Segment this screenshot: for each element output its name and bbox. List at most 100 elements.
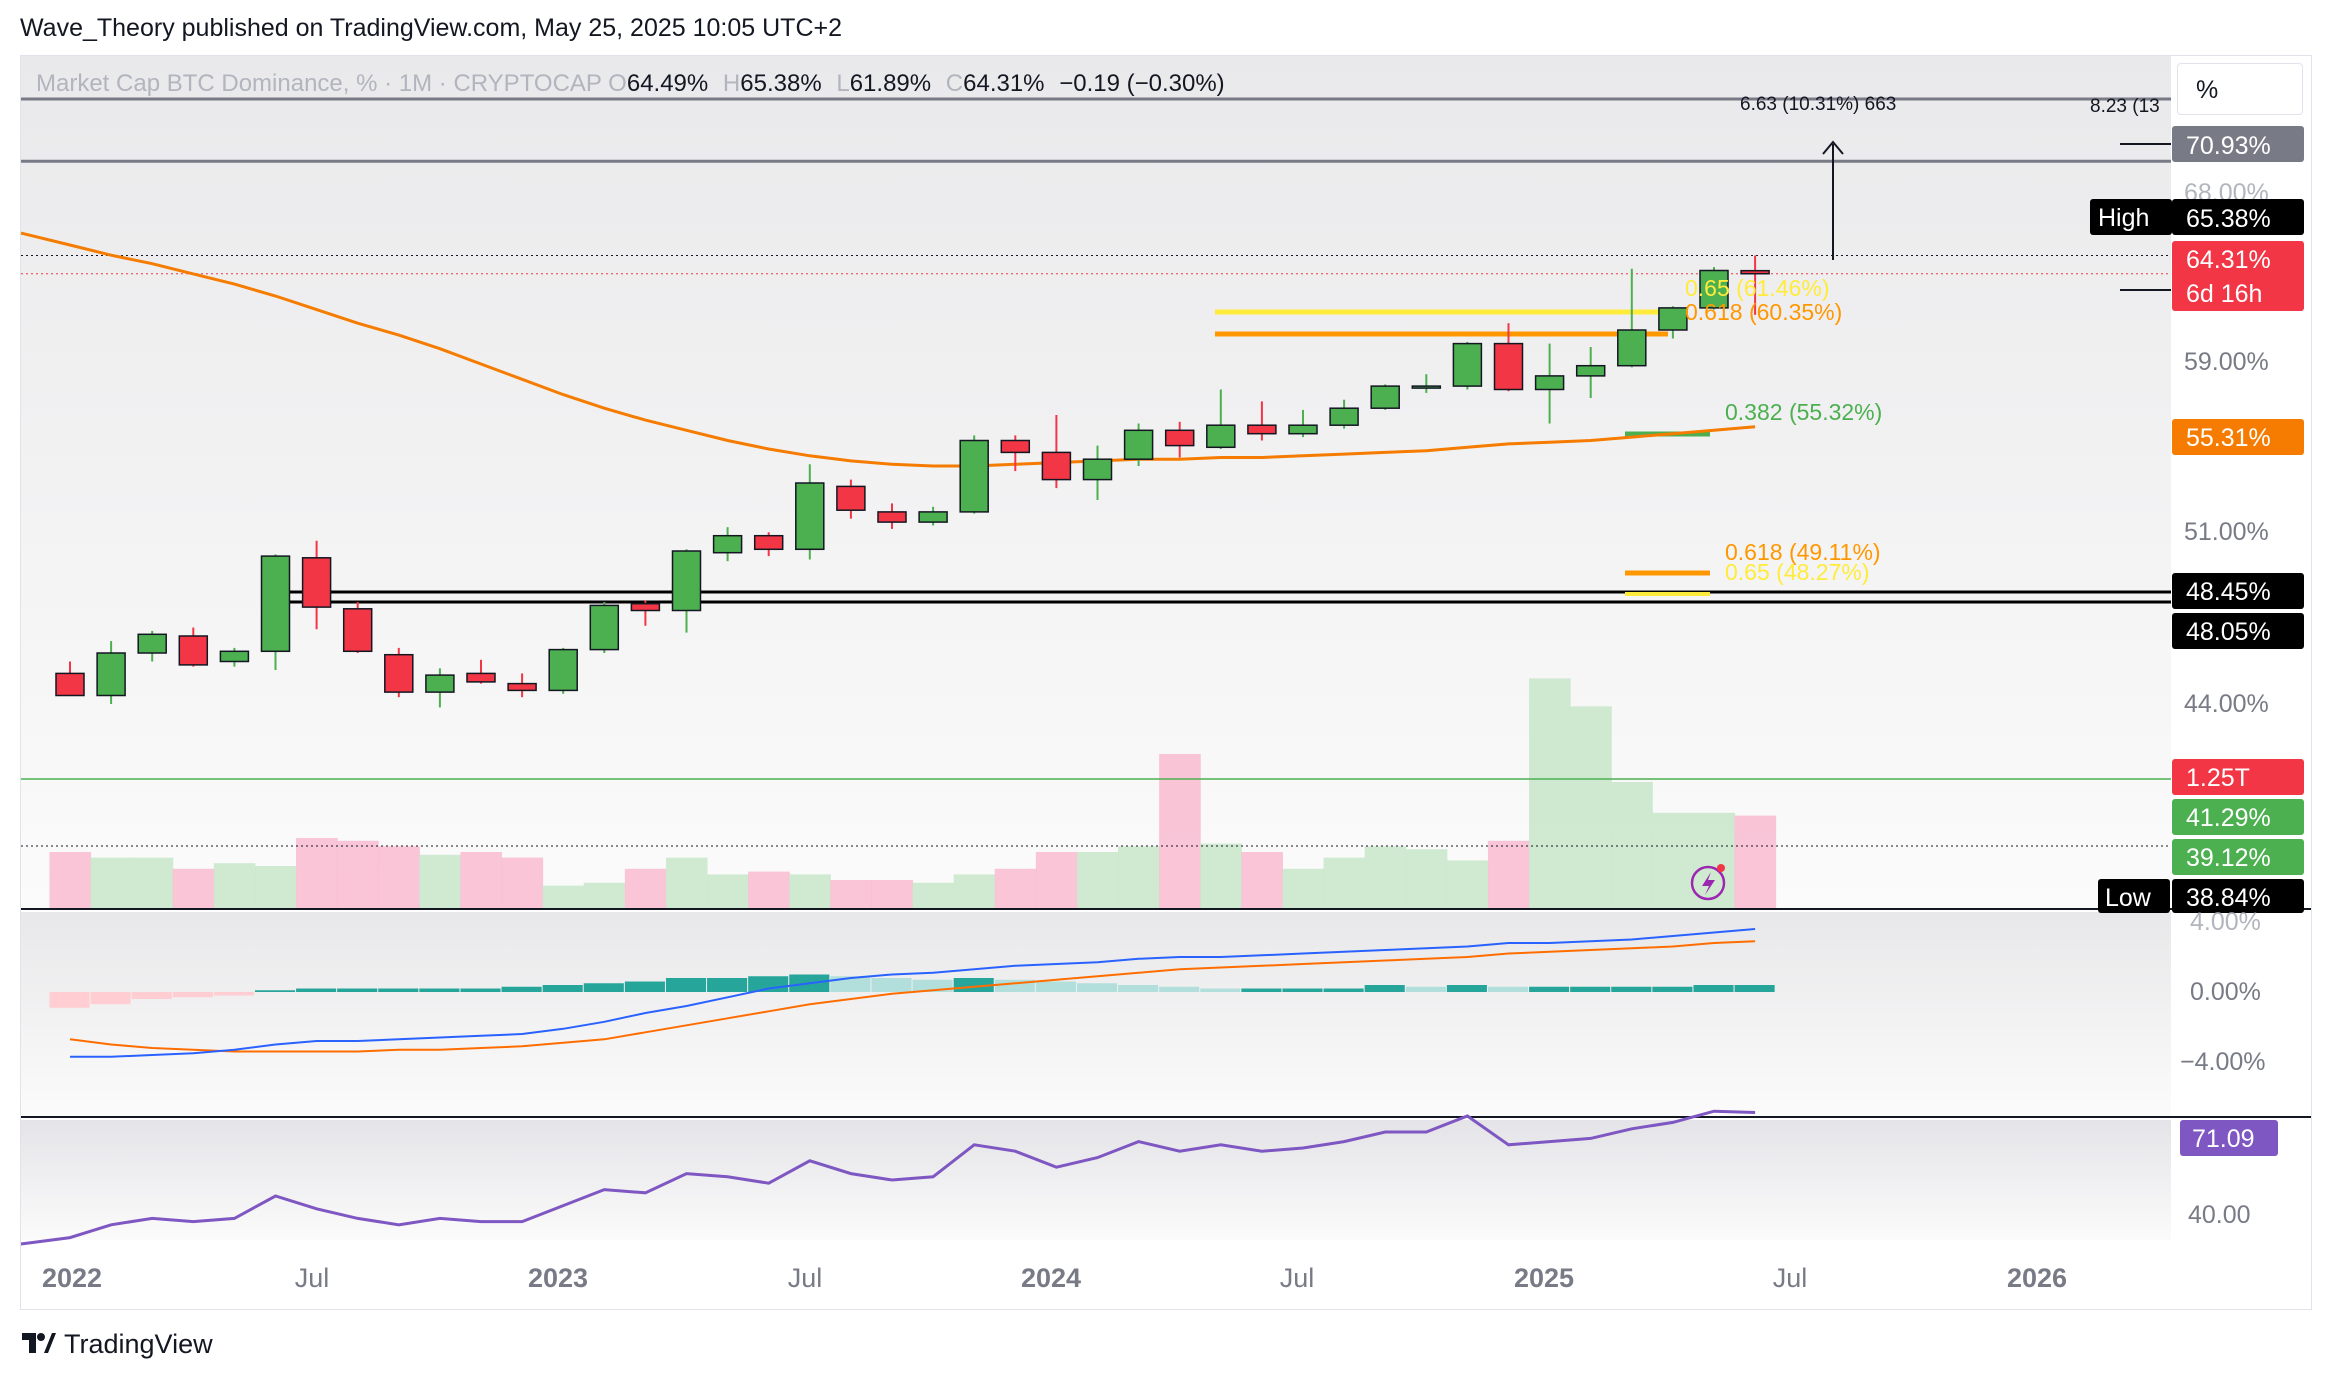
resistance-badge: 70.93%: [2186, 132, 2271, 160]
support-badge-2: 48.05%: [2186, 618, 2271, 646]
macd-histogram-bar: [1446, 985, 1487, 992]
levels-layer: [21, 97, 2171, 604]
rsi-layer: [20, 1109, 1756, 1246]
volume-bar: [1241, 852, 1283, 908]
candle-body: [548, 648, 578, 692]
volume-bar: [213, 863, 256, 908]
rsi-badge: 71.09: [2192, 1125, 2255, 1153]
change-value: −0.19 (−0.30%): [1059, 70, 1225, 97]
macd-histogram-bar: [213, 992, 254, 996]
volume-bar: [254, 866, 297, 908]
macd-histogram-bar: [1570, 986, 1611, 992]
volume-bar: [1446, 860, 1489, 908]
ema-layer: [20, 231, 1756, 468]
lightning-icon[interactable]: [1690, 865, 1726, 901]
macd-histogram-bar: [665, 978, 707, 992]
macd-histogram-bar: [1487, 986, 1529, 992]
candle-body: [1247, 424, 1277, 435]
symbol-name[interactable]: Market Cap BTC Dominance, % · 1M · CRYPT…: [36, 70, 602, 97]
macd-histogram-bar: [460, 988, 501, 992]
volume-badge: 1.25T: [2186, 764, 2250, 792]
volume-bar: [583, 882, 626, 908]
time-axis-label: 2023: [528, 1263, 588, 1293]
candle-body: [877, 511, 907, 523]
candle-body: [836, 485, 866, 511]
volume-bar: [1529, 678, 1571, 908]
volume-bar: [337, 840, 379, 908]
vol-ma-badge-1: 41.29%: [2186, 804, 2271, 832]
macd-histogram-bar: [1118, 985, 1159, 992]
volume-bar: [1652, 812, 1694, 908]
vol-ma-badge-2: 39.12%: [2186, 844, 2271, 872]
macd-histogram-bar: [1076, 983, 1118, 992]
percent-scale-button[interactable]: %: [2177, 63, 2303, 115]
volume-bar: [1487, 840, 1530, 908]
candle-body: [630, 602, 661, 612]
chart-legend[interactable]: Market Cap BTC Dominance, % · 1M · CRYPT…: [36, 70, 1233, 98]
volume-bar: [912, 882, 955, 908]
ema-badge: 55.31%: [2186, 424, 2271, 452]
time-axis-label: 2026: [2007, 1263, 2067, 1293]
volume-bar: [1035, 852, 1078, 908]
candle-body: [301, 557, 332, 608]
candle-body: [219, 650, 250, 663]
close-value: 64.31%: [963, 70, 1045, 97]
candle-body: [1206, 424, 1236, 449]
candle-body: [918, 511, 948, 523]
volume-bar: [789, 874, 831, 908]
macd-histogram-bar: [296, 988, 337, 992]
candle-body: [342, 608, 373, 653]
tradingview-brand: TradingView: [64, 1328, 213, 1359]
macd-histogram-bar: [172, 992, 213, 998]
volume-bar: [1734, 815, 1777, 908]
ema-line: [20, 231, 1756, 468]
candle-body: [1740, 269, 1770, 275]
macd-axis[interactable]: 4.00% 0.00% −4.00%: [2180, 908, 2266, 1076]
price-axis[interactable]: 68.00% 59.00% 51.00% 44.00% 70.93% High …: [2090, 126, 2304, 913]
low-label: Low: [2105, 884, 2152, 912]
candle-body: [507, 682, 537, 692]
macd-histogram-bar: [378, 988, 419, 992]
volume-bar: [460, 852, 503, 908]
chart-canvas[interactable]: 6.63 (10.31%) 663 8.23 (13 68.00% 59.00%…: [0, 0, 2332, 1320]
time-axis-label: Jul: [1280, 1263, 1315, 1293]
volume-bar: [1405, 849, 1448, 908]
macd-histogram-bar: [49, 992, 90, 1008]
candle-body: [1493, 342, 1524, 391]
close-label: C: [945, 70, 964, 97]
fib-label: 0.65 (61.46%): [1685, 275, 1829, 301]
volume-bar: [1118, 846, 1160, 908]
macd-histogram-bar: [542, 985, 583, 992]
candle-body: [425, 674, 455, 693]
target-label-right: 8.23 (13: [2090, 96, 2160, 117]
candle-body: [959, 439, 989, 513]
candle-body: [795, 482, 825, 551]
rsi-axis[interactable]: 71.09 40.00: [2180, 1120, 2278, 1229]
macd-histogram-bar: [131, 992, 172, 999]
candle-body: [1617, 329, 1647, 367]
macd-histogram-bar: [1323, 988, 1364, 992]
macd-histogram-bar: [871, 978, 912, 992]
tradingview-logo[interactable]: TradingView: [22, 1328, 213, 1360]
volume-bar: [871, 880, 914, 908]
candle-body: [1370, 385, 1400, 409]
price-tick: 44.00%: [2184, 690, 2269, 718]
candle-body: [671, 550, 702, 612]
volume-bar: [707, 874, 749, 908]
time-axis[interactable]: 2022 Jul 2023 Jul 2024 Jul 2025 Jul 2026: [42, 1263, 2067, 1293]
open-value: 64.49%: [626, 70, 709, 97]
macd-pane-bg: [21, 912, 2171, 1116]
low-badge: 38.84%: [2186, 884, 2271, 912]
macd-histogram-bar: [1405, 986, 1446, 992]
rsi-line: [20, 1109, 1756, 1246]
macd-histogram-bar: [707, 978, 748, 992]
candle-body: [1000, 439, 1031, 454]
macd-histogram-bar: [1200, 988, 1241, 992]
candle-body: [55, 672, 85, 697]
volume-bar: [131, 857, 174, 908]
high-label: H: [722, 70, 741, 97]
macd-histogram-bar: [501, 986, 542, 992]
volume-bar: [542, 885, 585, 908]
fib-label: 0.618 (60.35%): [1685, 299, 1842, 325]
candle-body: [589, 604, 620, 651]
